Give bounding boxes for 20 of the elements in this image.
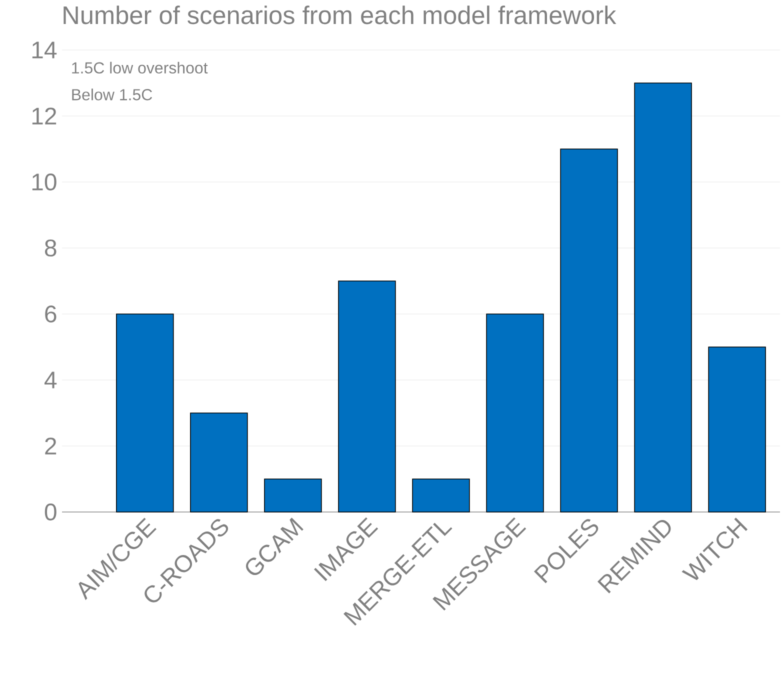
- y-tick-label: 12: [32, 108, 56, 124]
- bar: [486, 314, 544, 512]
- annotation: Below 1.5C: [72, 88, 152, 100]
- bar: [116, 314, 174, 512]
- bar: [412, 478, 470, 512]
- bar: [634, 82, 692, 512]
- y-tick-label: 4: [44, 372, 57, 388]
- bar: [338, 280, 396, 512]
- bar: [708, 346, 766, 512]
- y-tick-label: 2: [45, 438, 56, 454]
- bar: [190, 412, 248, 512]
- y-tick-label: 0: [44, 503, 56, 520]
- y-tick-label: 8: [44, 239, 56, 256]
- y-tick-label: 10: [32, 173, 56, 190]
- annotation: 1.5C low overshoot: [72, 62, 208, 74]
- chart-title: Number of scenarios from each model framework: [64, 6, 616, 24]
- bar: [264, 478, 322, 512]
- y-tick-label: 6: [45, 305, 56, 322]
- bar: [560, 148, 618, 512]
- y-tick-label: 14: [32, 42, 57, 58]
